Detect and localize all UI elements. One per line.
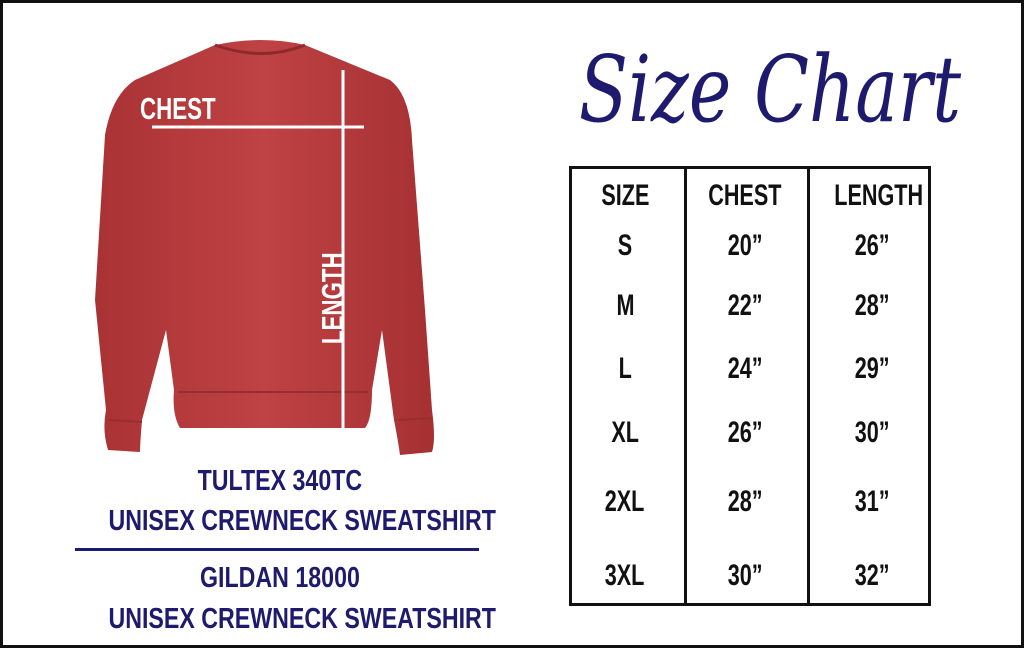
table-cell-text: 28” <box>854 289 890 322</box>
table-header-text: CHEST <box>708 179 782 212</box>
table-cell-text: 31” <box>854 485 890 518</box>
table-cell-text: S <box>617 229 633 262</box>
table-cell-text: 30” <box>727 559 763 592</box>
table-cell-text: 20” <box>727 229 763 262</box>
product-2-name: GILDAN 18000 <box>200 562 360 594</box>
table-cell: 26” <box>817 229 927 263</box>
table-cell: 32” <box>817 559 927 593</box>
table-cell: 29” <box>817 352 927 386</box>
table-cell-text: 28” <box>727 485 763 518</box>
table-cell: M <box>570 289 680 323</box>
table-cell: 30” <box>817 416 927 450</box>
table-cell-text: 32” <box>854 559 890 592</box>
sweatshirt-image <box>95 40 434 455</box>
table-cell: 31” <box>817 485 927 519</box>
column-divider <box>684 169 687 603</box>
product-1-description: UNISEX CREWNECK SWEATSHIRT <box>108 505 496 537</box>
table-cell-text: 30” <box>854 416 890 449</box>
table-cell: 26” <box>690 416 800 450</box>
size-table: SIZE CHEST LENGTH S 20” 26” M 22” 28” L 24” 29” XL 26… <box>569 166 931 606</box>
table-header: CHEST <box>690 179 800 213</box>
table-cell-text: M <box>616 289 634 322</box>
table-cell: 2XL <box>570 485 680 519</box>
table-cell: XL <box>570 416 680 450</box>
table-header: SIZE <box>570 179 680 213</box>
table-cell-text: 26” <box>727 416 763 449</box>
table-cell: 3XL <box>570 559 680 593</box>
table-cell: 30” <box>690 559 800 593</box>
table-cell: 28” <box>690 485 800 519</box>
product-2-description: UNISEX CREWNECK SWEATSHIRT <box>108 603 496 635</box>
table-cell: S <box>570 229 680 263</box>
table-cell: 20” <box>690 229 800 263</box>
table-header-text: LENGTH <box>834 179 924 212</box>
table-cell-text: 29” <box>854 352 890 385</box>
table-cell: 28” <box>817 289 927 323</box>
length-label: LENGTH <box>315 252 350 345</box>
page-title: Size Chart <box>525 30 1005 160</box>
table-cell-text: 24” <box>727 352 763 385</box>
table-cell-text: 2XL <box>605 485 645 518</box>
product-divider <box>75 548 479 551</box>
table-cell: 22” <box>690 289 800 323</box>
table-cell-text: L <box>618 352 632 385</box>
column-divider <box>807 169 810 603</box>
table-cell-text: 22” <box>727 289 763 322</box>
product-1-name: TULTEX 340TC <box>197 465 363 497</box>
table-cell-text: XL <box>611 416 639 449</box>
table-cell-text: 26” <box>854 229 890 262</box>
table-header: LENGTH <box>817 179 927 213</box>
table-cell: L <box>570 352 680 386</box>
page-title-text: Size Chart <box>578 36 962 143</box>
chest-label: CHEST <box>140 91 216 126</box>
table-cell: 24” <box>690 352 800 386</box>
table-cell-text: 3XL <box>605 559 645 592</box>
table-header-text: SIZE <box>600 179 650 212</box>
